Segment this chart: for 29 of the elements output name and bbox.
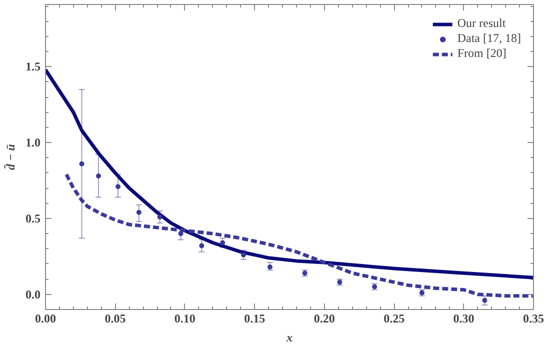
point (199, 243, 204, 248)
x-tick-label: 0.35 (523, 312, 544, 326)
line-series (64, 172, 534, 298)
point (96, 173, 101, 178)
legend-label: Our result (457, 16, 506, 31)
point (267, 264, 272, 270)
point (136, 210, 142, 215)
point (482, 298, 488, 303)
point (116, 184, 121, 190)
x-tick-label: 0.00 (35, 312, 56, 326)
point (157, 214, 162, 220)
x-tick-label: 0.05 (104, 312, 126, 326)
x-tick-label: 0.20 (314, 312, 335, 326)
x-tick-label: 0.15 (244, 312, 266, 326)
point (79, 161, 84, 166)
legend-label: From [20] (457, 46, 506, 61)
x-tick-label: 0.10 (174, 312, 196, 326)
point (220, 240, 226, 246)
point (240, 252, 246, 258)
y-tick-label: 0.0 (26, 287, 40, 302)
x-tick-label: 0.30 (453, 312, 474, 326)
x-axis-title: x (286, 330, 292, 344)
y-tick-label: 1.0 (26, 136, 40, 150)
legend-label: Data [17, 18] (457, 31, 521, 46)
x-tick-label: 0.25 (384, 312, 405, 326)
line-series (46, 68, 534, 280)
y-axis-title: d̄ − ū (4, 144, 18, 170)
y-tick-label: 1.5 (26, 60, 40, 74)
y-tick-label: 0.5 (26, 211, 40, 226)
